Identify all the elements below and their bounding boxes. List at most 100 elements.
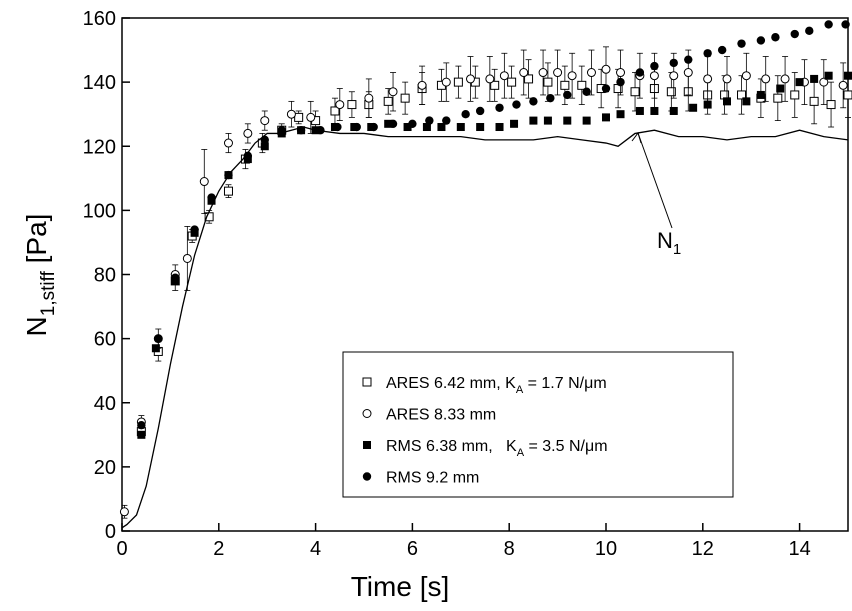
x-tick-label: 6	[407, 538, 418, 560]
legend-name: ARES 8.33 mm	[386, 407, 496, 424]
y-tick-label: 60	[94, 329, 116, 351]
marker	[756, 90, 765, 99]
marker	[722, 74, 732, 84]
x-tick-label: 10	[595, 538, 617, 560]
legend-label: RMS 6.38 mm, KA = 3.5 N/μm	[386, 438, 608, 459]
marker	[616, 68, 626, 78]
marker	[841, 20, 850, 29]
marker	[616, 77, 625, 87]
marker	[437, 123, 446, 132]
marker	[441, 77, 451, 87]
marker	[824, 71, 833, 80]
marker	[476, 123, 485, 132]
marker	[669, 71, 679, 81]
marker	[826, 100, 836, 110]
marker	[422, 123, 431, 132]
marker	[362, 377, 372, 387]
marker	[723, 97, 731, 106]
marker	[560, 80, 570, 90]
marker	[369, 122, 378, 132]
series	[121, 126, 849, 529]
data-line	[121, 126, 849, 529]
marker	[703, 74, 713, 84]
marker	[154, 334, 163, 343]
marker	[577, 80, 587, 90]
legend-sub: A	[516, 384, 524, 396]
marker	[601, 84, 611, 93]
marker	[601, 64, 611, 74]
marker	[684, 55, 693, 64]
y-tick-label: 160	[83, 8, 116, 30]
marker	[499, 71, 509, 81]
marker	[383, 96, 393, 106]
marker	[182, 253, 192, 263]
marker	[490, 80, 500, 90]
marker	[529, 116, 538, 125]
y-tick-label: 100	[83, 200, 116, 222]
marker	[689, 103, 698, 112]
marker	[362, 409, 372, 418]
y-tick-label: 140	[83, 72, 116, 94]
marker	[669, 58, 678, 68]
marker	[838, 80, 848, 90]
marker	[543, 77, 553, 87]
marker	[529, 97, 538, 106]
legend-name: RMS 6.38 mm, K	[386, 438, 517, 455]
marker	[776, 84, 785, 93]
marker	[260, 116, 270, 126]
marker	[737, 90, 747, 100]
marker	[223, 138, 233, 148]
marker	[519, 68, 529, 78]
marker	[666, 87, 676, 97]
x-tick-label: 8	[504, 538, 515, 560]
marker	[650, 106, 659, 115]
x-tick-label: 2	[213, 538, 224, 560]
legend-tail: = 3.5 N/μm	[524, 438, 607, 455]
y-tick-label: 120	[83, 136, 116, 158]
marker	[703, 49, 712, 58]
marker	[805, 26, 814, 36]
marker	[649, 71, 659, 81]
y-tick-label: 80	[94, 265, 116, 287]
marker	[630, 87, 640, 97]
marker	[563, 90, 572, 100]
y-tick-label: 0	[105, 521, 116, 543]
legend-label: RMS 9.2 mm	[386, 470, 479, 487]
marker	[616, 110, 625, 119]
marker	[347, 100, 357, 110]
marker	[243, 128, 253, 138]
annotation-arrow	[637, 132, 673, 229]
y-label-sub: 1,stiff	[38, 270, 59, 316]
marker	[795, 78, 804, 87]
marker	[844, 71, 852, 80]
marker	[567, 71, 577, 81]
marker	[465, 74, 475, 84]
marker	[546, 93, 555, 103]
marker	[553, 68, 563, 78]
marker	[703, 100, 712, 109]
series	[137, 20, 850, 430]
marker	[151, 344, 160, 353]
marker	[761, 74, 771, 84]
marker	[780, 74, 790, 84]
legend-box	[342, 351, 734, 498]
marker	[400, 93, 410, 103]
legend-label: ARES 8.33 mm	[386, 407, 496, 424]
marker	[442, 116, 451, 125]
marker	[683, 68, 693, 78]
annotation-main: N	[657, 228, 673, 253]
marker	[524, 74, 534, 84]
marker	[362, 472, 372, 481]
series	[119, 46, 848, 519]
marker	[456, 123, 465, 132]
annotation: N1	[657, 228, 681, 258]
marker	[199, 177, 209, 187]
marker	[741, 71, 751, 81]
marker	[363, 441, 371, 449]
marker	[512, 100, 521, 109]
marker	[388, 119, 398, 129]
marker	[388, 87, 398, 97]
marker	[384, 119, 393, 128]
marker	[408, 119, 417, 129]
